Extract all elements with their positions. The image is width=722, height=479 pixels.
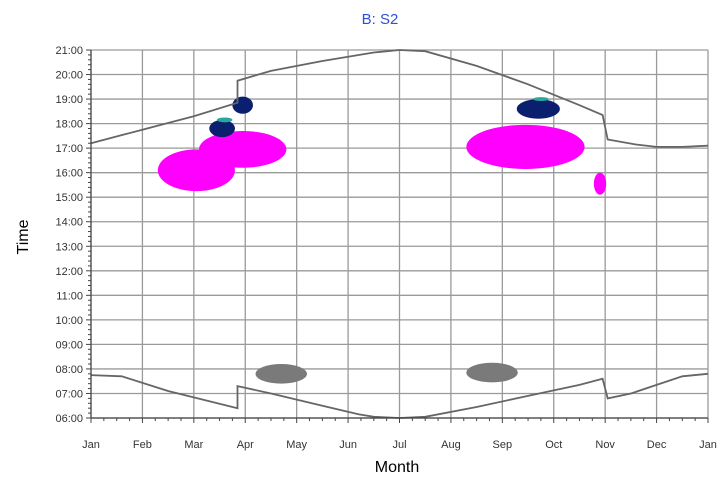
x-tick-label: Mar: [184, 439, 203, 451]
y-tick-label: 07:00: [55, 388, 83, 400]
y-tick-label: 13:00: [55, 241, 83, 253]
y-tick-label: 06:00: [55, 413, 83, 425]
x-tick-label: Jan: [82, 439, 100, 451]
data-region: [466, 362, 518, 383]
y-tick-label: 11:00: [56, 290, 83, 302]
data-region: [593, 172, 607, 195]
y-tick-label: 10:00: [55, 315, 83, 327]
grid: [90, 49, 709, 419]
x-tick-label: Aug: [441, 439, 461, 451]
y-tick-label: 09:00: [55, 339, 83, 351]
y-axis-title: Time: [15, 219, 32, 254]
x-axis-title: Month: [375, 459, 419, 476]
data-region: [216, 117, 233, 123]
x-tick-label: Oct: [545, 439, 562, 451]
y-tick-label: 19:00: [55, 94, 83, 106]
x-tick-label: Jun: [339, 439, 357, 451]
data-region: [255, 364, 307, 384]
x-tick-label: Sep: [493, 439, 513, 451]
y-tick-label: 17:00: [55, 143, 83, 155]
y-tick-label: 20:00: [55, 70, 83, 82]
y-tick-label: 21:00: [55, 45, 83, 57]
x-tick-label: Feb: [133, 439, 152, 451]
data-region: [533, 97, 549, 102]
data-region: [209, 119, 235, 138]
x-tick-label: Jan: [699, 439, 717, 451]
data-region: [232, 96, 253, 114]
y-tick-label: 12:00: [55, 266, 83, 278]
x-tick-label: Jul: [392, 439, 406, 451]
y-tick-label: 15:00: [55, 192, 83, 204]
data-region: [466, 124, 585, 169]
x-tick-label: Nov: [595, 439, 615, 451]
x-tick-label: May: [286, 439, 307, 451]
x-tick-label: Dec: [647, 439, 667, 451]
regions: [157, 96, 607, 384]
tick-labels: Jan Feb Mar Apr May Jun Jul Aug Sep Oct Nov Dec Jan 0…: [55, 45, 716, 451]
axes: [86, 49, 709, 423]
y-tick-label: 16:00: [55, 168, 83, 180]
y-tick-label: 14:00: [55, 217, 83, 229]
chart-title: B: S2: [362, 11, 399, 28]
x-tick-label: Apr: [237, 439, 254, 451]
data-region: [516, 99, 560, 119]
series-line: [90, 49, 709, 148]
data-region: [198, 130, 287, 168]
y-tick-label: 08:00: [55, 364, 83, 376]
y-tick-label: 18:00: [55, 119, 83, 131]
